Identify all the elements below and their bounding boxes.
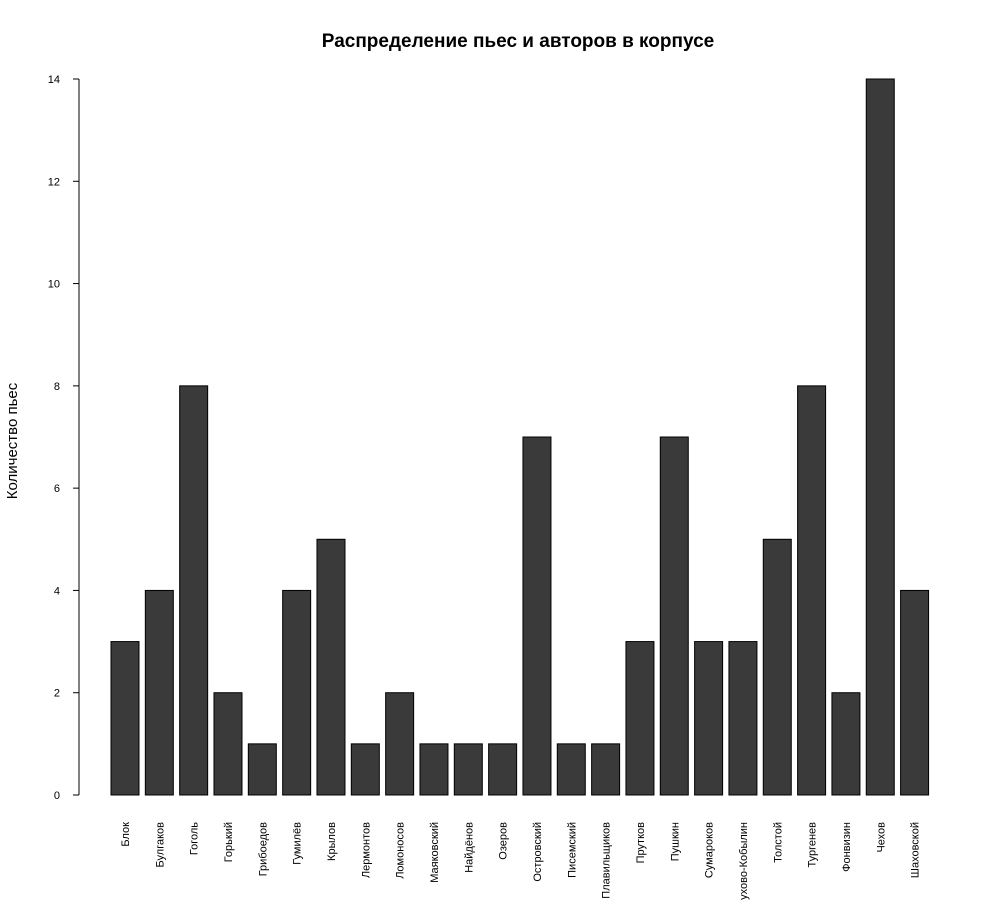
- bar: [591, 743, 621, 796]
- x-category-label: ухово-Кобылин: [738, 822, 750, 900]
- chart-title: Распределение пьес и авторов в корпусе: [322, 31, 714, 52]
- bar: [144, 589, 174, 796]
- x-category-label: Островский: [532, 822, 544, 882]
- x-category-label: Фонвизин: [841, 822, 853, 872]
- y-tick-label: 4: [54, 585, 60, 597]
- x-category-label: Ломоносов: [395, 822, 407, 879]
- bar: [385, 692, 415, 796]
- bar: [865, 78, 895, 796]
- y-tick-label: 0: [54, 790, 60, 802]
- bar: [282, 589, 312, 796]
- y-tick-label: 2: [54, 688, 60, 700]
- x-category-label: Грибоедов: [257, 822, 269, 876]
- x-category-label: Крылов: [326, 822, 338, 861]
- bar: [728, 641, 758, 796]
- bar: [762, 538, 792, 796]
- x-category-label: Гоголь: [189, 822, 201, 855]
- y-tick-label: 8: [54, 381, 60, 393]
- bar: [419, 743, 449, 796]
- bars-group: [110, 78, 930, 796]
- y-axis-ticks: 0 2 4 6 8 10 12 14: [48, 74, 79, 802]
- x-category-label: Плавильщиков: [601, 822, 613, 899]
- x-category-label: Пушкин: [669, 822, 681, 861]
- bar: [625, 641, 655, 796]
- x-category-label: Гумилёв: [292, 822, 304, 865]
- y-tick-label: 12: [48, 176, 60, 188]
- x-axis-labels: Блок Булгаков Гоголь Горький Грибоедов Гумилё…: [120, 822, 922, 900]
- bar: [522, 436, 552, 796]
- bar: [316, 538, 346, 796]
- bar: [556, 743, 586, 796]
- x-category-label: Лермонтов: [360, 822, 372, 878]
- y-tick-label: 14: [48, 74, 60, 86]
- x-category-label: Прутков: [635, 822, 647, 863]
- x-category-label: Писемский: [566, 822, 578, 878]
- bar: [831, 692, 861, 796]
- bar: [694, 641, 724, 796]
- y-axis-label: Количество пьес: [4, 382, 21, 499]
- x-category-label: Найдёнов: [463, 822, 475, 873]
- y-tick-label: 6: [54, 483, 60, 495]
- x-category-label: Тургенев: [807, 822, 819, 868]
- x-category-label: Шаховской: [910, 822, 922, 878]
- x-category-label: Чехов: [875, 822, 887, 853]
- x-category-label: Блок: [120, 822, 132, 847]
- bar: [110, 641, 140, 796]
- bar: [453, 743, 483, 796]
- x-category-label: Горький: [223, 822, 235, 862]
- x-category-label: Толстой: [772, 822, 784, 863]
- bar: [488, 743, 518, 796]
- bar: [179, 385, 209, 796]
- x-category-label: Булгаков: [154, 822, 166, 868]
- bar: [213, 692, 243, 796]
- bar: [247, 743, 277, 796]
- y-tick-label: 10: [48, 279, 60, 291]
- x-category-label: Сумароков: [704, 822, 716, 878]
- bar: [350, 743, 380, 796]
- bar: [797, 385, 827, 796]
- x-category-label: Озеров: [498, 822, 510, 860]
- bar: [659, 436, 689, 796]
- bar: [900, 589, 930, 796]
- x-category-label: Маяковский: [429, 822, 441, 883]
